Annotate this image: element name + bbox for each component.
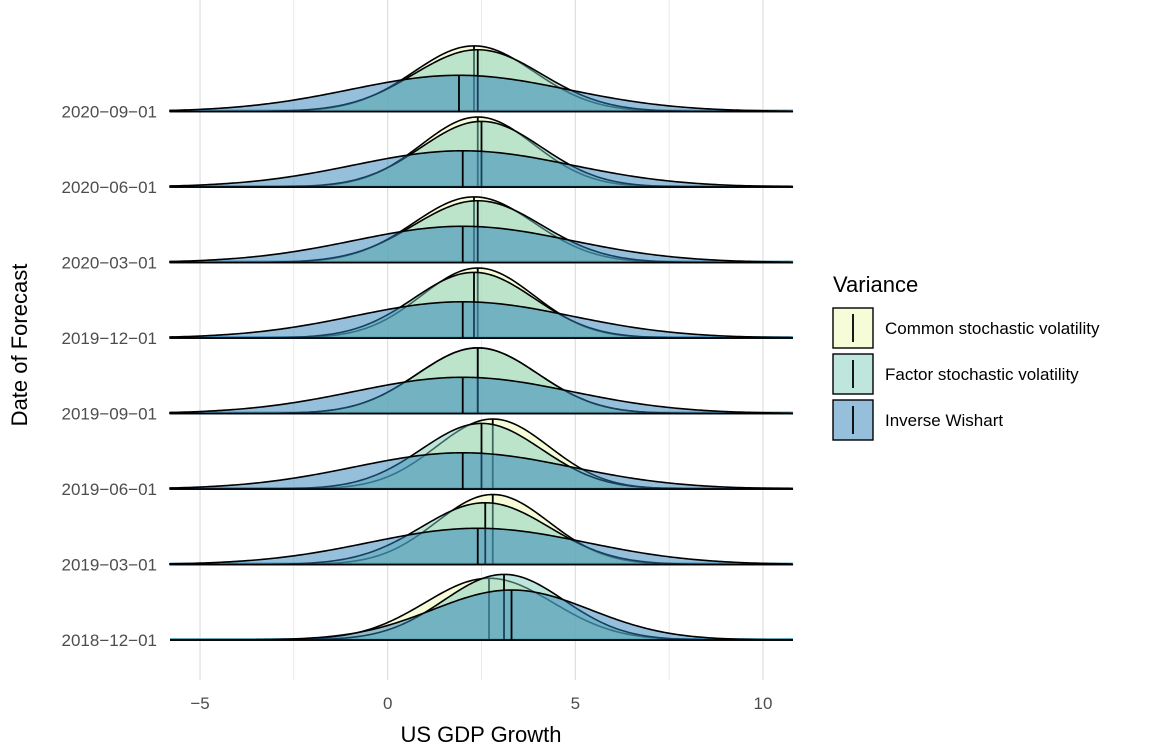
density-curve xyxy=(169,225,794,264)
y-tick-label: 2019−12−01 xyxy=(62,329,158,348)
ridge-row xyxy=(169,116,794,188)
density-curve xyxy=(169,301,794,339)
ridge-row xyxy=(169,267,794,339)
density-curve xyxy=(169,150,794,188)
legend-item: Common stochastic volatility xyxy=(832,307,1100,349)
x-tick-label: 5 xyxy=(571,694,580,713)
density-curve xyxy=(169,452,794,490)
ridge-row xyxy=(170,573,794,641)
axis-layer: 2018−12−01 2019−03−01 2019−06−01 2019−09−01… xyxy=(62,103,773,714)
legend: Variance Common stochastic volatility Fac… xyxy=(832,272,1100,441)
ridge-layer xyxy=(169,45,794,641)
y-tick-label: 2020−03−01 xyxy=(62,254,158,273)
y-tick-label: 2018−12−01 xyxy=(62,631,158,650)
x-tick-label: 10 xyxy=(754,694,773,713)
legend-items: Common stochastic volatility Factor stoch… xyxy=(832,307,1100,441)
legend-title: Variance xyxy=(833,272,918,297)
density-curve xyxy=(169,74,794,113)
ridge-row xyxy=(169,347,794,415)
density-curve xyxy=(170,589,794,641)
x-tick-label: −5 xyxy=(190,694,209,713)
legend-item: Inverse Wishart xyxy=(832,399,1003,441)
y-tick-label: 2020−06−01 xyxy=(62,178,158,197)
legend-label: Inverse Wishart xyxy=(885,411,1003,430)
y-tick-label: 2020−09−01 xyxy=(62,103,158,122)
y-tick-label: 2019−06−01 xyxy=(62,480,158,499)
density-curve xyxy=(169,376,794,415)
legend-item: Factor stochastic volatility xyxy=(832,353,1079,395)
legend-label: Common stochastic volatility xyxy=(885,319,1100,338)
ridge-row xyxy=(169,196,794,264)
x-axis-label: US GDP Growth xyxy=(401,722,562,747)
density-curve xyxy=(169,527,794,566)
x-tick-label: 0 xyxy=(383,694,392,713)
y-axis-label: Date of Forecast xyxy=(7,264,32,427)
ridge-row xyxy=(169,493,794,566)
ridge-row xyxy=(169,45,794,113)
y-tick-label: 2019−09−01 xyxy=(62,405,158,424)
grid-layer xyxy=(199,0,764,680)
y-tick-label: 2019−03−01 xyxy=(62,556,158,575)
ridge-row xyxy=(169,418,794,490)
legend-label: Factor stochastic volatility xyxy=(885,365,1079,384)
